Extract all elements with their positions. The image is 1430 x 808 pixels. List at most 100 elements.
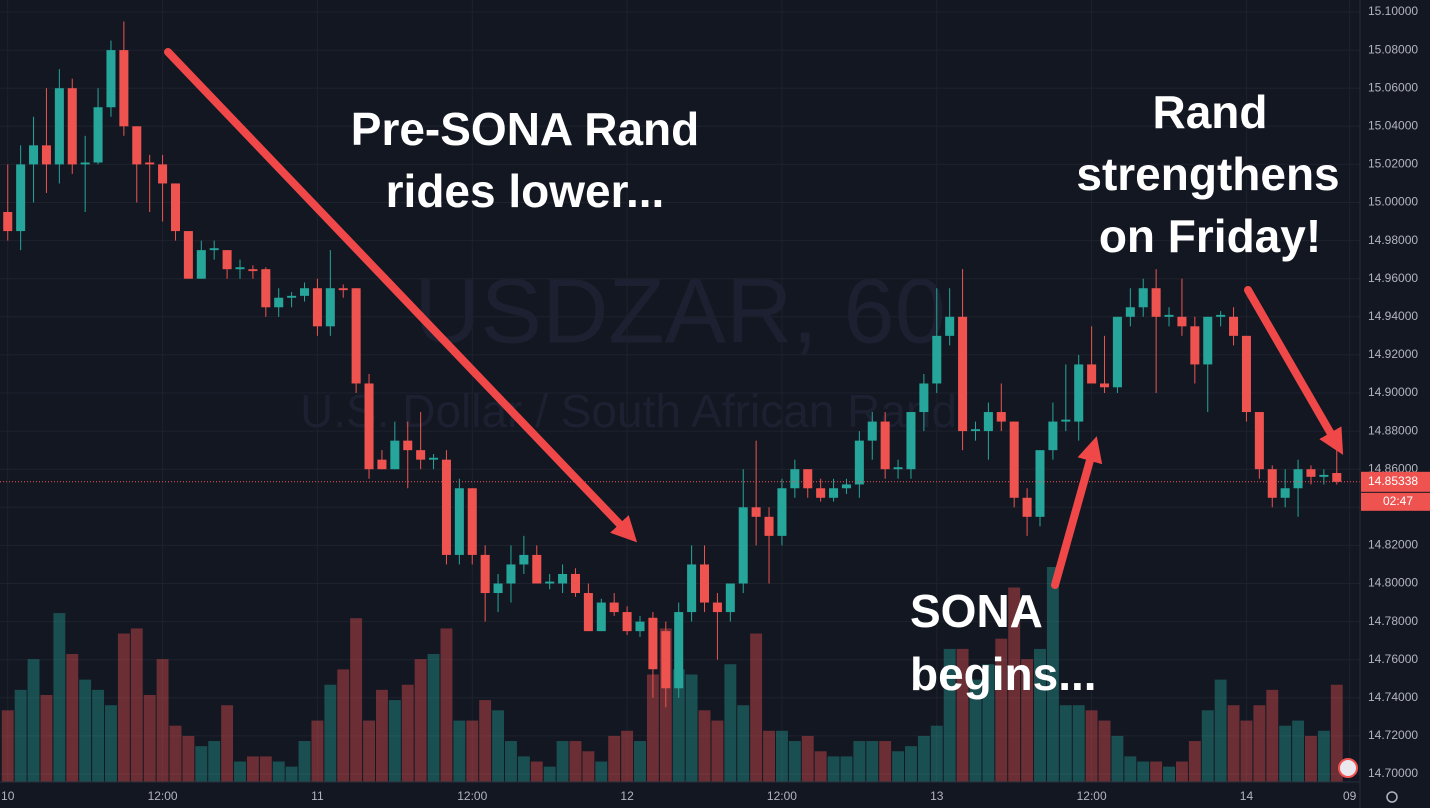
- candle-body: [441, 459, 451, 555]
- volume-bar: [608, 735, 621, 782]
- candle-body: [416, 450, 426, 460]
- candle-body: [816, 488, 826, 498]
- volume-bar: [763, 730, 775, 782]
- volume-bar: [1279, 725, 1292, 782]
- volume-bar: [905, 746, 917, 782]
- flag-icon[interactable]: [1338, 758, 1358, 778]
- volume-bar: [401, 684, 414, 782]
- volume-bar: [14, 689, 27, 782]
- candle-body: [467, 488, 477, 555]
- candle-body: [209, 248, 219, 251]
- candle-body: [945, 316, 955, 336]
- volume-bar: [1201, 710, 1214, 782]
- countdown: 02:47: [1383, 494, 1413, 508]
- annotation: begins...: [910, 648, 1097, 700]
- volume-bar: [634, 741, 646, 782]
- volume-bar: [440, 628, 453, 782]
- candle-body: [261, 269, 271, 308]
- candle-body: [570, 573, 580, 594]
- volume-bar: [556, 741, 569, 782]
- volume-bar: [969, 679, 982, 782]
- candle-body: [132, 126, 142, 165]
- candle-body: [1177, 316, 1187, 327]
- candle-body: [1035, 450, 1045, 517]
- volume-bar: [1150, 761, 1163, 782]
- volume-bar: [221, 705, 234, 782]
- candle-body: [1254, 412, 1264, 470]
- volume-bar: [569, 741, 582, 782]
- volume-bar: [182, 735, 195, 782]
- volume-bar: [1305, 735, 1317, 782]
- volume-bar: [711, 720, 724, 782]
- candle-body: [29, 145, 39, 165]
- candle-body: [1022, 497, 1032, 517]
- candle-body: [183, 231, 193, 279]
- candle-body: [403, 440, 413, 451]
- volume-bar: [724, 664, 737, 782]
- candle-body: [222, 250, 232, 270]
- candle-body: [287, 295, 297, 298]
- y-tick-label: 15.02000: [1368, 157, 1418, 171]
- grid: [0, 0, 1360, 782]
- volume-bar: [414, 659, 427, 782]
- candle-body: [3, 212, 13, 232]
- volume-bar: [582, 751, 595, 782]
- candle-body: [93, 107, 103, 163]
- volume-bar: [350, 618, 363, 782]
- candle-body: [687, 564, 697, 613]
- candle-body: [558, 573, 568, 584]
- y-tick-label: 15.06000: [1368, 80, 1418, 94]
- volume-bar: [930, 725, 943, 782]
- candle-body: [274, 297, 284, 308]
- volume-bar: [595, 761, 608, 782]
- candle-body: [622, 612, 632, 632]
- candle-body: [674, 612, 684, 689]
- y-tick-label: 14.80000: [1368, 576, 1418, 590]
- candle-body: [1009, 421, 1019, 498]
- volume-bar: [1, 710, 14, 782]
- watermark-subtitle: U.S. Dollar / South African Rand: [300, 385, 957, 437]
- volume-bar: [866, 741, 879, 782]
- volume-bar: [1214, 679, 1227, 782]
- candle-body: [145, 162, 155, 165]
- volume-bar: [1175, 761, 1188, 782]
- candle-body: [958, 316, 968, 432]
- settings-icon[interactable]: [1386, 791, 1398, 803]
- volume-bar: [92, 689, 105, 782]
- volume-bar: [208, 741, 221, 782]
- volume-bar: [1111, 735, 1124, 782]
- arrows: [164, 48, 1344, 589]
- volume-bar: [388, 700, 401, 782]
- last-price-box: [1361, 471, 1430, 492]
- candle-body: [609, 602, 619, 613]
- y-tick-label: 14.76000: [1368, 652, 1418, 666]
- candle-body: [235, 267, 245, 270]
- candle-body: [738, 507, 748, 584]
- y-tick-label: 15.00000: [1368, 195, 1418, 209]
- candle-body: [725, 583, 735, 613]
- volume-bar: [492, 710, 505, 782]
- volume-bar: [259, 756, 272, 782]
- candle-body: [429, 457, 439, 460]
- volume-bar: [298, 741, 311, 782]
- volume-bar: [530, 761, 543, 782]
- candle-body: [67, 88, 77, 165]
- candle-body: [854, 440, 864, 485]
- candle-body: [1164, 314, 1174, 317]
- y-tick-label: 14.88000: [1368, 423, 1418, 437]
- volume-bar: [543, 766, 556, 782]
- candle-body: [119, 50, 129, 127]
- y-tick-label: 14.70000: [1368, 766, 1418, 780]
- candle-body: [106, 50, 116, 108]
- candle-body: [1151, 288, 1161, 317]
- volume-bar: [685, 674, 698, 782]
- candle-body: [1332, 473, 1342, 482]
- volume-bar: [1330, 684, 1343, 782]
- y-tick-label: 14.90000: [1368, 385, 1418, 399]
- volume-bar: [1098, 720, 1111, 782]
- candle-body: [893, 467, 903, 470]
- annotation: Pre-SONA Rand: [351, 103, 699, 155]
- volume-bar: [272, 761, 285, 782]
- candle-body: [1229, 316, 1239, 336]
